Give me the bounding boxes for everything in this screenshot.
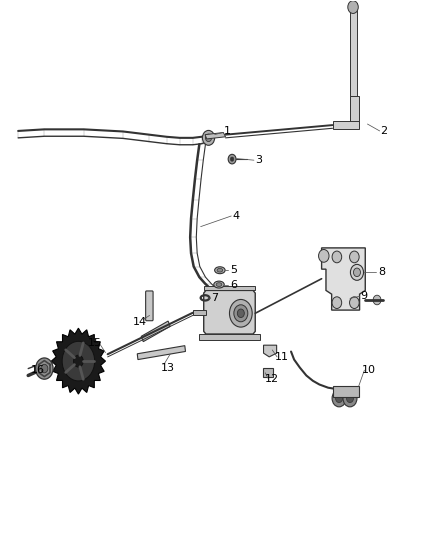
Circle shape [332,297,342,309]
Circle shape [346,394,353,402]
Circle shape [237,309,244,318]
Text: 11: 11 [275,352,289,362]
Circle shape [332,251,342,263]
Polygon shape [137,346,185,360]
Text: 16: 16 [31,365,45,375]
Text: 4: 4 [232,211,239,221]
Circle shape [35,358,53,379]
Polygon shape [332,121,359,130]
Circle shape [205,134,212,142]
Text: 1: 1 [223,126,230,136]
Text: 14: 14 [132,317,147,327]
Text: 13: 13 [160,362,174,373]
Circle shape [74,355,83,367]
Polygon shape [350,96,359,128]
Circle shape [350,297,359,309]
Text: 2: 2 [381,126,388,136]
Circle shape [332,390,346,407]
Circle shape [230,157,234,161]
Polygon shape [264,345,277,357]
Polygon shape [205,133,226,139]
Circle shape [348,1,358,13]
Polygon shape [193,310,206,316]
Circle shape [318,249,329,262]
Polygon shape [332,386,359,397]
Ellipse shape [217,268,223,272]
Circle shape [62,341,95,381]
Polygon shape [350,3,357,96]
Text: 15: 15 [88,338,102,348]
Polygon shape [141,321,170,342]
Circle shape [373,295,381,305]
Circle shape [343,390,357,407]
Text: 7: 7 [211,293,218,303]
Text: 12: 12 [265,374,279,384]
Circle shape [350,251,359,263]
Text: 6: 6 [230,280,237,289]
Circle shape [228,155,236,164]
Circle shape [230,300,252,327]
Polygon shape [321,248,365,310]
Polygon shape [51,328,106,394]
Polygon shape [204,290,255,334]
Text: 3: 3 [256,155,263,165]
Circle shape [41,365,48,373]
Text: 8: 8 [378,268,385,277]
Text: 10: 10 [362,365,376,375]
Ellipse shape [214,281,224,288]
Polygon shape [204,286,255,290]
Ellipse shape [216,282,222,286]
FancyBboxPatch shape [146,291,153,321]
Text: 5: 5 [230,265,237,275]
Circle shape [336,394,343,402]
Bar [263,368,273,377]
Circle shape [350,264,364,280]
Polygon shape [199,334,260,340]
Circle shape [353,268,360,277]
Circle shape [202,131,215,146]
Ellipse shape [215,266,225,273]
Text: 9: 9 [360,291,367,301]
Circle shape [234,305,248,322]
